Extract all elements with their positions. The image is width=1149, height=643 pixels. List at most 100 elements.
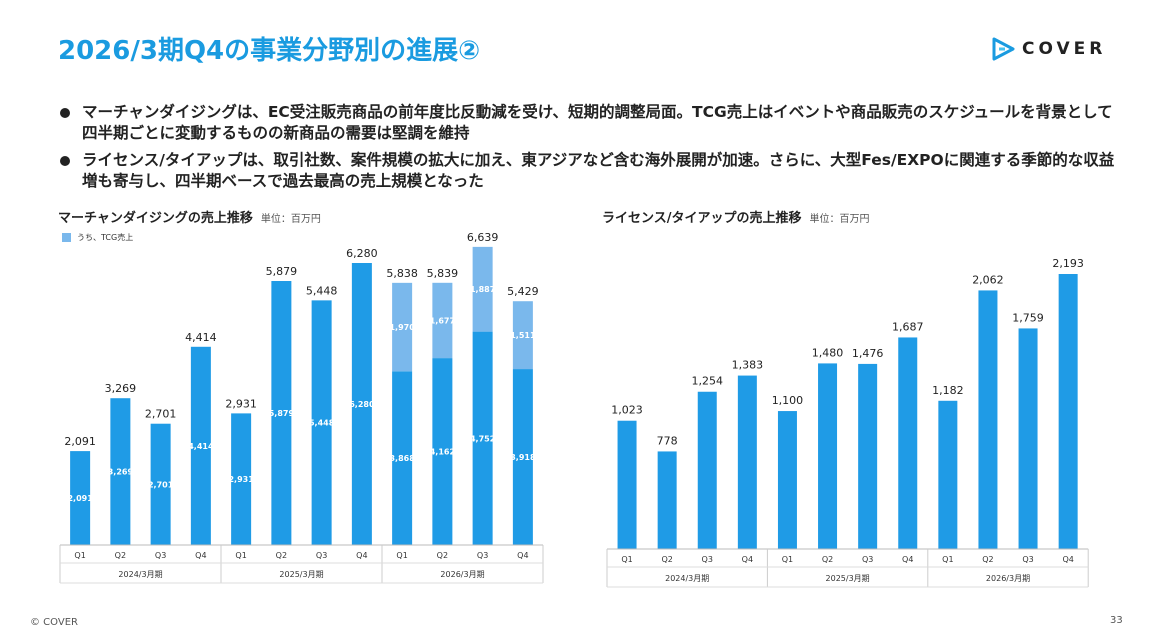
x-tick-label: Q2 [437,551,448,560]
logo-text: COVER [1022,39,1107,59]
merch-tcg-bar [512,301,533,370]
logo: COVER [990,36,1106,62]
x-tick-label: Q3 [477,551,488,560]
merch-tcg-label: 1,970 [389,323,415,332]
x-group-label: 2025/3月期 [279,570,323,579]
merch-total-label: 5,448 [306,284,338,297]
merch-inner-label: 4,162 [430,448,455,457]
license-bar [1018,328,1038,549]
merch-bar [472,331,493,545]
merch-bar [110,398,131,545]
merch-inner-label: 3,269 [108,468,134,477]
license-value-label: 1,182 [932,384,964,397]
license-bar [737,375,757,549]
license-bar [1058,274,1078,549]
merch-inner-label: 2,701 [148,480,174,489]
x-tick-label: Q3 [155,551,166,560]
merch-inner-label: 5,448 [309,419,335,428]
merch-total-label: 5,839 [427,267,459,280]
merch-bar [231,413,252,545]
license-value-label: 1,254 [692,375,724,388]
x-tick-label: Q2 [276,551,287,560]
merch-bar [271,281,292,545]
license-value-label: 1,476 [852,347,884,360]
merch-tcg-label: 1,511 [510,331,536,340]
license-value-label: 1,759 [1012,311,1044,324]
x-tick-label: Q1 [74,551,85,560]
merch-bar [70,451,91,545]
license-bar [858,363,878,549]
legend-label: うち、TCG売上 [77,233,134,242]
merch-bar [311,300,332,545]
merch-bar [512,369,533,545]
copyright: © COVER [30,617,78,628]
bullet-list: マーチャンダイジングは、EC受注販売商品の前年度比反動減を受け、短期的調整局面。… [58,102,1118,198]
x-tick-label: Q1 [396,551,407,560]
merch-tcg-label: 1,677 [430,316,455,325]
x-tick-label: Q4 [517,551,528,560]
license-value-label: 1,383 [732,359,764,372]
x-tick-label: Q1 [782,555,793,564]
merch-total-label: 2,931 [225,397,257,410]
license-bar [697,391,717,549]
merch-tcg-label: 1,887 [470,285,495,294]
merch-total-label: 2,091 [64,435,96,448]
merch-inner-label: 3,868 [389,454,415,463]
license-bar [898,337,918,549]
license-value-label: 1,480 [812,346,844,359]
merch-inner-label: 5,879 [269,409,295,418]
license-bar [938,400,958,549]
merch-bar [150,423,171,545]
license-value-label: 2,193 [1052,257,1084,270]
x-tick-label: Q2 [661,555,672,564]
x-tick-label: Q1 [942,555,953,564]
cover-logo-icon [992,37,1015,61]
page-number: 33 [1110,615,1123,626]
merch-total-label: 3,269 [105,382,137,395]
license-bar [777,411,797,549]
merch-inner-label: 3,918 [510,453,536,462]
merch-total-label: 6,280 [346,247,378,260]
merch-total-label: 4,414 [185,331,217,344]
merch-inner-label: 4,752 [470,434,495,443]
merch-bar [432,358,453,545]
bullet-item: ライセンス/タイアップは、取引社数、案件規模の拡大に加え、東アジアなど含む海外展… [58,150,1118,192]
merch-total-label: 5,879 [266,265,298,278]
license-bar [818,363,838,549]
license-value-label: 1,687 [892,320,924,333]
x-group-label: 2024/3月期 [665,574,709,583]
merch-tcg-bar [472,246,493,332]
license-chart-title-text: ライセンス/タイアップの売上推移 [602,211,802,226]
x-tick-label: Q1 [621,555,632,564]
license-value-label: 1,023 [611,404,643,417]
merch-total-label: 5,429 [507,285,539,298]
merch-chart-title: マーチャンダイジングの売上推移 単位：百万円 [58,207,321,226]
license-value-label: 2,062 [972,273,1004,286]
license-bar [978,290,998,549]
x-tick-label: Q3 [1022,555,1033,564]
license-chart-title: ライセンス/タイアップの売上推移 単位：百万円 [602,207,870,226]
merch-chart-unit: 単位：百万円 [260,214,321,225]
x-tick-label: Q4 [195,551,206,560]
x-tick-label: Q3 [702,555,713,564]
merch-total-label: 2,701 [145,408,177,421]
license-chart-unit: 単位：百万円 [809,214,870,225]
merch-inner-label: 2,091 [67,494,93,503]
merch-inner-label: 2,931 [228,475,254,484]
license-value-label: 778 [657,434,678,447]
x-group-label: 2025/3月期 [826,574,870,583]
x-group-label: 2026/3月期 [986,574,1030,583]
merch-bar [351,263,372,545]
x-group-label: 2026/3月期 [440,570,484,579]
x-tick-label: Q4 [356,551,367,560]
license-bar [617,420,637,549]
merch-chart-title-text: マーチャンダイジングの売上推移 [58,211,253,226]
merch-tcg-bar [432,282,453,359]
merch-total-label: 5,838 [386,267,418,280]
page-title: 2026/3期Q4の事業分野別の進展② [58,36,481,66]
license-bar [657,451,677,549]
x-tick-label: Q2 [982,555,993,564]
bullet-item: マーチャンダイジングは、EC受注販売商品の前年度比反動減を受け、短期的調整局面。… [58,102,1118,144]
merch-inner-label: 4,414 [188,442,214,451]
